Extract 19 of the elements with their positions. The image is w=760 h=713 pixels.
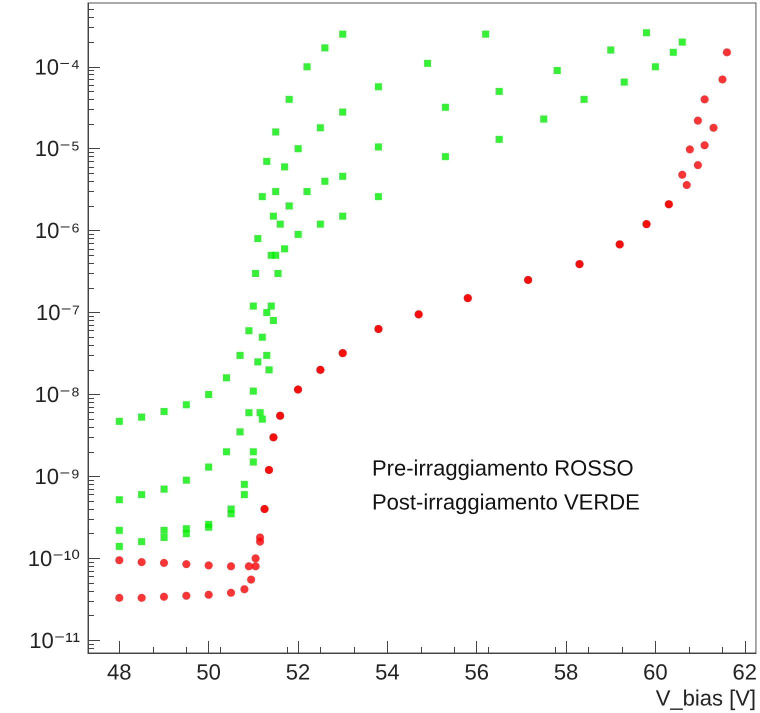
x-tick-label: 48 [107,660,132,684]
y-tick-label: 10⁻⁸ [34,382,80,407]
y-tick-label: 10⁻⁴ [34,54,80,80]
annotation: Pre-irraggiamento ROSSO [372,456,634,480]
x-tick-label: 54 [375,660,400,684]
y-tick-label: 10⁻⁷ [36,300,80,326]
y-tick-label: 10⁻⁹ [34,464,80,489]
y-tick-label: 10⁻⁵ [34,136,80,162]
x-axis-title: V_bias [V] [656,686,756,710]
x-tick-label: 56 [464,660,489,684]
annotation: Post-irraggiamento VERDE [372,490,640,514]
y-tick-label: 10⁻⁶ [34,218,80,244]
x-tick-label: 62 [732,660,758,684]
y-tick-label: 10⁻¹¹ [29,628,80,653]
x-tick-label: 58 [554,660,578,684]
x-tick-label: 50 [196,660,221,684]
x-tick-label: 52 [286,660,310,684]
y-tick-label: 10⁻¹⁰ [28,546,80,571]
x-tick-label: 60 [643,660,668,684]
